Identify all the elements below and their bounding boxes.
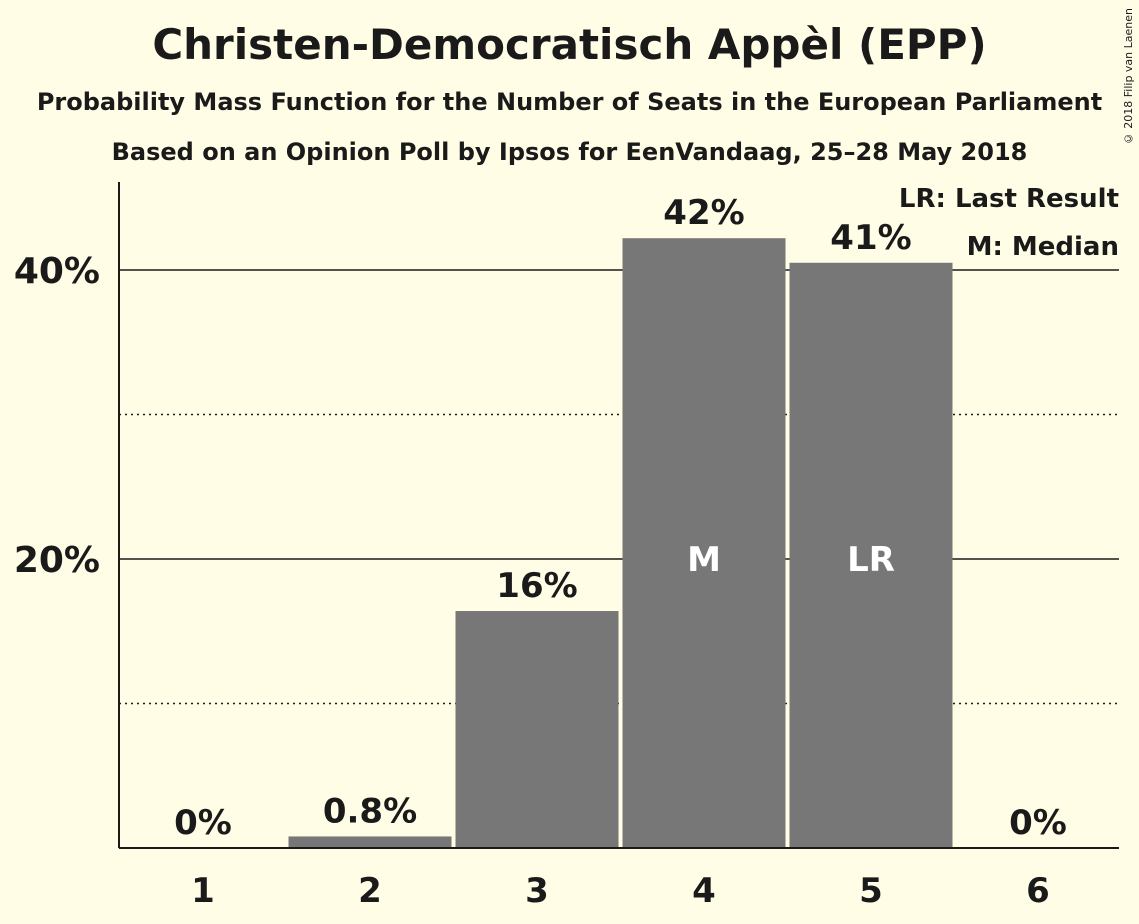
- data-label: 0%: [174, 803, 232, 843]
- bar-marker: LR: [847, 540, 895, 580]
- bar: [622, 238, 786, 848]
- chart-subtitle: Probability Mass Function for the Number…: [36, 88, 1103, 116]
- x-tick-label: 5: [859, 871, 883, 911]
- chart-source: Based on an Opinion Poll by Ipsos for Ee…: [111, 138, 1028, 166]
- x-tick-label: 2: [358, 871, 382, 911]
- x-tick-label: 6: [1026, 871, 1050, 911]
- legend-last-result: LR: Last Result: [898, 184, 1119, 214]
- bar-marker: M: [687, 540, 721, 580]
- y-tick-label: 40%: [14, 251, 100, 292]
- x-tick-label: 1: [191, 871, 215, 911]
- bar: [288, 836, 452, 848]
- data-label: 41%: [830, 218, 911, 258]
- bar: [789, 262, 953, 848]
- legend-median: M: Median: [966, 232, 1119, 262]
- x-tick-label: 3: [525, 871, 549, 911]
- data-label: 16%: [496, 566, 577, 606]
- chart-title: Christen-Democratisch Appèl (EPP): [152, 20, 987, 69]
- bar: [455, 611, 619, 848]
- y-tick-label: 20%: [14, 540, 100, 581]
- data-label: 0.8%: [323, 791, 417, 831]
- data-label: 0%: [1009, 803, 1067, 843]
- data-label: 42%: [663, 193, 744, 233]
- x-tick-label: 4: [692, 871, 716, 911]
